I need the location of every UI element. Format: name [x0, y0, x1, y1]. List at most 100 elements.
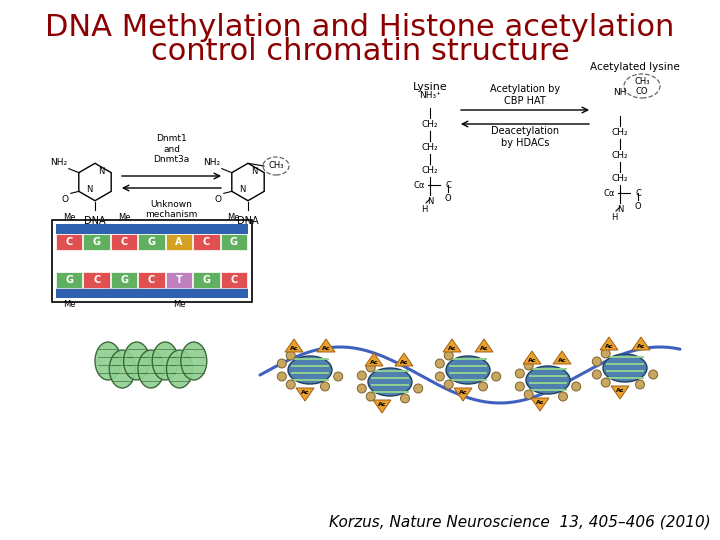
Circle shape — [516, 369, 524, 378]
Text: CH₃: CH₃ — [269, 161, 284, 171]
Text: CH₂: CH₂ — [422, 166, 438, 175]
Text: NH₃⁺: NH₃⁺ — [419, 91, 441, 100]
Text: Ac: Ac — [480, 346, 488, 350]
Text: DNA Methylation and Histone acetylation: DNA Methylation and Histone acetylation — [45, 12, 675, 42]
Circle shape — [601, 349, 611, 358]
Circle shape — [320, 382, 330, 391]
Text: C: C — [635, 188, 641, 198]
Text: CH₂: CH₂ — [612, 128, 629, 137]
Text: Me: Me — [63, 300, 76, 309]
Circle shape — [636, 380, 644, 389]
Text: H: H — [611, 213, 617, 222]
Polygon shape — [475, 339, 493, 352]
Text: Cα: Cα — [603, 188, 615, 198]
Circle shape — [593, 370, 601, 379]
Circle shape — [333, 372, 343, 381]
Text: Ac: Ac — [301, 389, 310, 395]
Text: CH₂: CH₂ — [422, 143, 438, 152]
Text: Dnmt1
and
Dnmt3a: Dnmt1 and Dnmt3a — [153, 134, 189, 164]
Text: Me: Me — [228, 213, 240, 222]
Bar — [193, 272, 220, 288]
Text: Acetylated lysine: Acetylated lysine — [590, 62, 680, 72]
Text: NH: NH — [613, 88, 626, 97]
Ellipse shape — [152, 342, 179, 380]
Ellipse shape — [138, 350, 164, 388]
Text: G: G — [230, 237, 238, 247]
Text: N: N — [239, 186, 246, 194]
Text: G: G — [148, 237, 156, 247]
Text: NH₂: NH₂ — [203, 158, 220, 167]
Text: Acetylation by
CBP HAT: Acetylation by CBP HAT — [490, 84, 560, 106]
Text: Ac: Ac — [528, 357, 536, 362]
Text: N: N — [617, 205, 624, 214]
Text: N: N — [86, 186, 92, 194]
Polygon shape — [296, 388, 314, 401]
Circle shape — [559, 392, 567, 401]
Text: G: G — [93, 237, 101, 247]
Text: G: G — [66, 275, 73, 285]
Text: Ac: Ac — [558, 357, 567, 362]
Circle shape — [414, 384, 423, 393]
Bar — [111, 234, 138, 250]
Text: C: C — [66, 237, 73, 247]
Text: CH₂: CH₂ — [612, 174, 629, 183]
Circle shape — [572, 382, 581, 391]
Circle shape — [277, 359, 287, 368]
Text: Me: Me — [63, 213, 76, 222]
Bar — [52, 220, 252, 302]
Text: O: O — [635, 202, 642, 211]
Circle shape — [287, 351, 295, 360]
Text: CH₂: CH₂ — [612, 151, 629, 160]
Text: A: A — [175, 237, 183, 247]
Bar — [56, 272, 82, 288]
Polygon shape — [317, 339, 335, 352]
Bar — [166, 234, 192, 250]
Circle shape — [601, 378, 611, 387]
Text: Cα: Cα — [413, 180, 425, 190]
Text: Me: Me — [173, 300, 185, 309]
Text: Ac: Ac — [536, 400, 544, 404]
Text: Ac: Ac — [378, 402, 387, 407]
Ellipse shape — [109, 350, 135, 388]
Circle shape — [436, 359, 444, 368]
Polygon shape — [553, 351, 571, 364]
Circle shape — [366, 392, 375, 401]
Text: CH₂: CH₂ — [422, 120, 438, 129]
Circle shape — [649, 370, 657, 379]
Text: Ac: Ac — [400, 360, 408, 365]
Text: C: C — [120, 237, 127, 247]
Text: O: O — [445, 194, 451, 203]
Text: C: C — [203, 237, 210, 247]
Circle shape — [277, 372, 287, 381]
Polygon shape — [395, 353, 413, 366]
Text: DNA: DNA — [237, 216, 258, 226]
Text: CO: CO — [636, 86, 648, 96]
Text: Ac: Ac — [459, 389, 467, 395]
Text: Unknown
mechanism: Unknown mechanism — [145, 200, 198, 219]
Text: O: O — [215, 195, 222, 204]
Text: C: C — [230, 275, 238, 285]
Polygon shape — [454, 388, 472, 401]
Ellipse shape — [603, 354, 647, 382]
Bar — [220, 272, 247, 288]
Text: G: G — [202, 275, 210, 285]
Ellipse shape — [181, 342, 207, 380]
Ellipse shape — [446, 356, 490, 384]
Text: Korzus, Nature Neuroscience  13, 405–406 (2010): Korzus, Nature Neuroscience 13, 405–406 … — [329, 515, 711, 530]
Bar — [84, 234, 110, 250]
Text: CH₃: CH₃ — [634, 77, 649, 85]
Circle shape — [524, 361, 534, 370]
Text: DNA: DNA — [84, 216, 106, 226]
Ellipse shape — [124, 342, 150, 380]
Circle shape — [357, 384, 366, 393]
Polygon shape — [523, 351, 541, 364]
Bar — [56, 288, 248, 298]
Polygon shape — [611, 386, 629, 399]
Circle shape — [516, 382, 524, 391]
Text: Ac: Ac — [616, 388, 624, 393]
Polygon shape — [632, 337, 650, 350]
Circle shape — [593, 357, 601, 366]
Text: N: N — [98, 167, 104, 177]
Circle shape — [444, 380, 453, 389]
Bar — [220, 234, 247, 250]
